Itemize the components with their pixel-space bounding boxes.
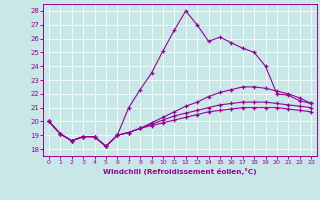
X-axis label: Windchill (Refroidissement éolien,°C): Windchill (Refroidissement éolien,°C) <box>103 168 257 175</box>
